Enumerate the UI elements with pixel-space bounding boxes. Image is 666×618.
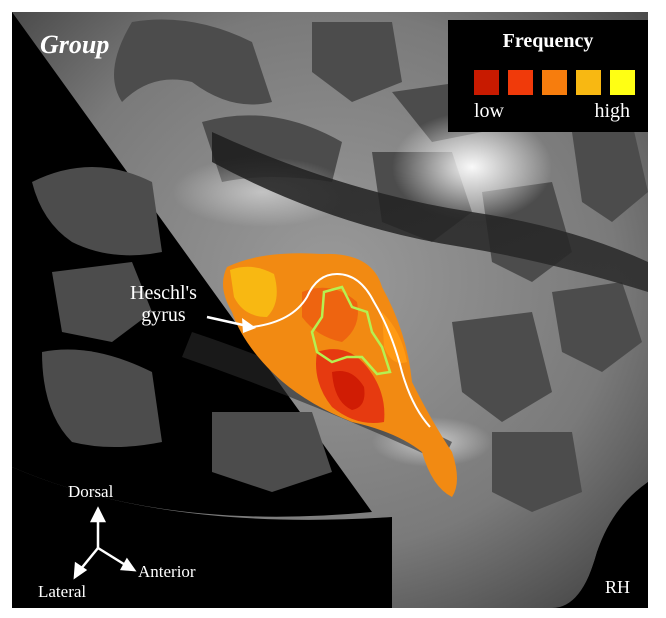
green-contour xyxy=(310,285,392,376)
axis-anterior-label: Anterior xyxy=(138,562,196,581)
activation-map xyxy=(223,253,457,497)
axis-dorsal-label: Dorsal xyxy=(68,482,114,501)
legend-high-label: high xyxy=(594,100,630,122)
hemisphere-label: RH xyxy=(604,577,630,597)
legend-swatches xyxy=(474,70,635,100)
swatch-5 xyxy=(610,70,635,95)
group-label: Group xyxy=(40,30,110,59)
inflated-cortex-image xyxy=(12,12,648,608)
heschl-outline xyxy=(251,272,431,428)
swatch-2 xyxy=(508,70,533,95)
brain-figure: Group Frequency low high Heschl's gyrus … xyxy=(12,12,648,608)
background-corner xyxy=(12,467,392,608)
background-corner-right xyxy=(572,482,648,608)
swatch-1 xyxy=(474,70,499,95)
heschl-gyrus-label: Heschl's gyrus xyxy=(130,282,197,326)
axis-lateral-label: Lateral xyxy=(38,582,87,601)
heschl-arrow-head xyxy=(242,318,256,333)
heschl-label-line1: Heschl's xyxy=(130,282,197,304)
swatch-3 xyxy=(542,70,567,95)
swatch-4 xyxy=(576,70,601,95)
frequency-legend: Frequency low high xyxy=(448,20,648,132)
heschl-label-line2: gyrus xyxy=(141,304,186,326)
sylvian-fissure xyxy=(212,132,648,292)
legend-title: Frequency xyxy=(502,30,594,52)
orientation-axes xyxy=(73,506,137,580)
legend-low-label: low xyxy=(474,100,504,122)
